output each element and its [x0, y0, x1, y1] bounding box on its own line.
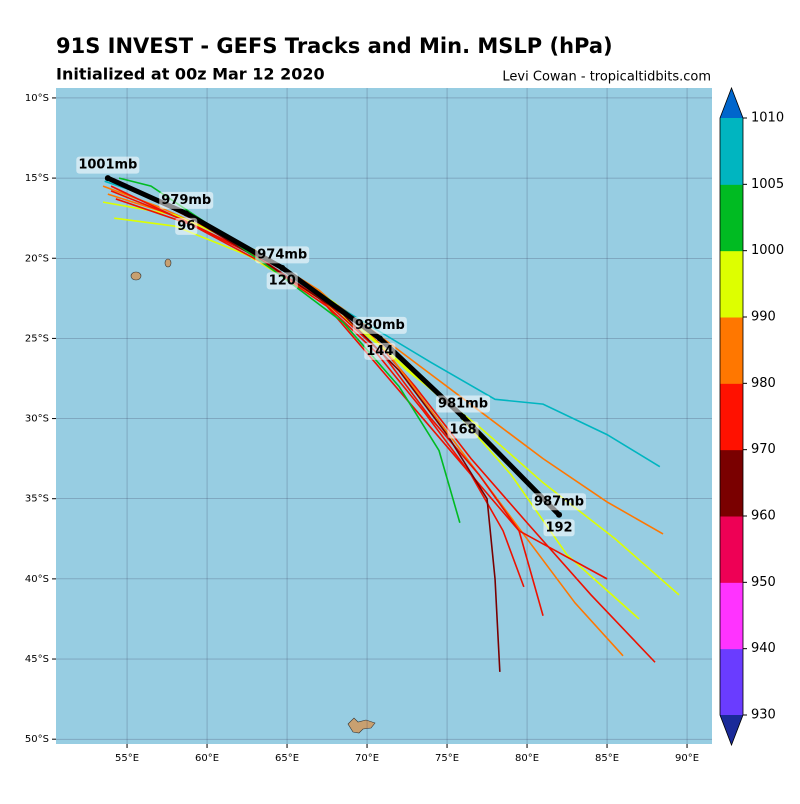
ensemble-track — [102, 201, 680, 596]
x-tick-label: 60°E — [195, 753, 219, 764]
x-tick-label: 85°E — [595, 753, 619, 764]
mslp-label-group: 1001mb — [76, 156, 140, 174]
y-tick-label: 40°S — [25, 574, 49, 585]
x-tick-label: 65°E — [275, 753, 299, 764]
colorbar-tick-label: 990 — [751, 310, 776, 325]
colorbar-segment — [720, 184, 743, 252]
hour-label: 96 — [177, 219, 195, 234]
y-tick-label: 45°S — [25, 654, 49, 665]
mslp-label-group: 980mb — [352, 316, 407, 334]
mslp-label-group: 981mb — [436, 395, 491, 413]
ensemble-track — [110, 177, 501, 672]
x-tick-label: 55°E — [115, 753, 139, 764]
chart-title: 91S INVEST - GEFS Tracks and Min. MSLP (… — [56, 34, 613, 58]
label-box — [436, 395, 491, 413]
hour-label-group: 192 — [543, 519, 575, 537]
mean-point — [279, 264, 286, 271]
colorbar-under — [720, 715, 743, 745]
island — [347, 717, 376, 734]
colorbar: 930 940 950 960 970 980 990 1000 1005 1010 — [719, 86, 784, 747]
label-box — [76, 156, 140, 174]
y-tick-label: 35°S — [25, 494, 49, 505]
colorbar-tick-label: 1005 — [751, 177, 784, 192]
hour-label: 192 — [545, 520, 572, 535]
colorbar-tick-label: 940 — [751, 641, 776, 656]
y-tick-label: 25°S — [25, 333, 49, 344]
mean-point — [556, 511, 563, 518]
mslp-label-group: 987mb — [532, 493, 587, 511]
colorbar-segment — [720, 383, 743, 451]
y-tick-label: 20°S — [25, 253, 49, 264]
hour-label-group: 144 — [364, 342, 396, 360]
map-area: 55°E 60°E 65°E 70°E 75°E 80°E 85°E 90°E 10°S 15°S… — [25, 88, 712, 764]
mslp-label: 981mb — [438, 396, 488, 411]
mean-point — [376, 335, 383, 342]
colorbar-tick-label: 980 — [751, 376, 776, 391]
mslp-label-group: 974mb — [255, 246, 310, 264]
label-box — [159, 191, 214, 209]
y-tick-label: 15°S — [25, 173, 49, 184]
y-tick-label: 10°S — [25, 93, 49, 104]
colorbar-over — [720, 88, 743, 118]
x-tick-label: 75°E — [435, 753, 459, 764]
x-tick-label: 80°E — [515, 753, 539, 764]
mean-point — [183, 210, 190, 217]
x-tick-label: 70°E — [355, 753, 379, 764]
colorbar-segment — [720, 449, 743, 517]
label-box — [266, 272, 298, 290]
hour-label-group: 168 — [447, 421, 479, 439]
label-box — [447, 421, 479, 439]
colorbar-tick-label: 970 — [751, 442, 776, 457]
mslp-label: 980mb — [355, 318, 405, 333]
colorbar-tick-label: 950 — [751, 575, 776, 590]
colorbar-segment — [720, 582, 743, 650]
colorbar-segment — [720, 648, 743, 716]
x-tick-label: 90°E — [675, 753, 699, 764]
colorbar-segment — [720, 516, 743, 583]
hour-label: 168 — [449, 422, 476, 437]
chart-subtitle: Initialized at 00z Mar 12 2020 — [56, 65, 325, 84]
hour-label: 120 — [269, 273, 296, 288]
hour-label: 144 — [366, 344, 393, 359]
colorbar-tick-label: 960 — [751, 509, 776, 524]
label-box — [364, 342, 396, 360]
label-box — [175, 217, 198, 235]
credit: Levi Cowan - tropicaltidbits.com — [502, 70, 711, 85]
colorbar-segment — [720, 317, 743, 384]
mslp-label: 987mb — [534, 494, 584, 509]
mslp-label: 979mb — [161, 193, 211, 208]
label-box — [532, 493, 587, 511]
label-box — [255, 246, 310, 264]
colorbar-tick-label: 1010 — [751, 111, 784, 126]
label-box — [543, 519, 575, 537]
colorbar-tick-label: 930 — [751, 708, 776, 723]
mslp-label-group: 979mb — [159, 191, 214, 209]
island — [130, 271, 142, 281]
mean-point — [460, 413, 467, 420]
colorbar-tick-label: 1000 — [751, 243, 784, 258]
ensemble-track — [115, 198, 525, 588]
mslp-label: 1001mb — [78, 158, 137, 173]
colorbar-segment — [720, 118, 743, 185]
y-tick-label: 30°S — [25, 414, 49, 425]
island — [164, 258, 172, 268]
colorbar-segment — [720, 250, 743, 318]
hour-label-group: 120 — [266, 272, 298, 290]
mean-point — [104, 175, 111, 182]
hour-label-group: 96 — [175, 217, 198, 235]
label-box — [352, 316, 407, 334]
mslp-label: 974mb — [257, 247, 307, 262]
y-tick-label: 50°S — [25, 734, 49, 745]
